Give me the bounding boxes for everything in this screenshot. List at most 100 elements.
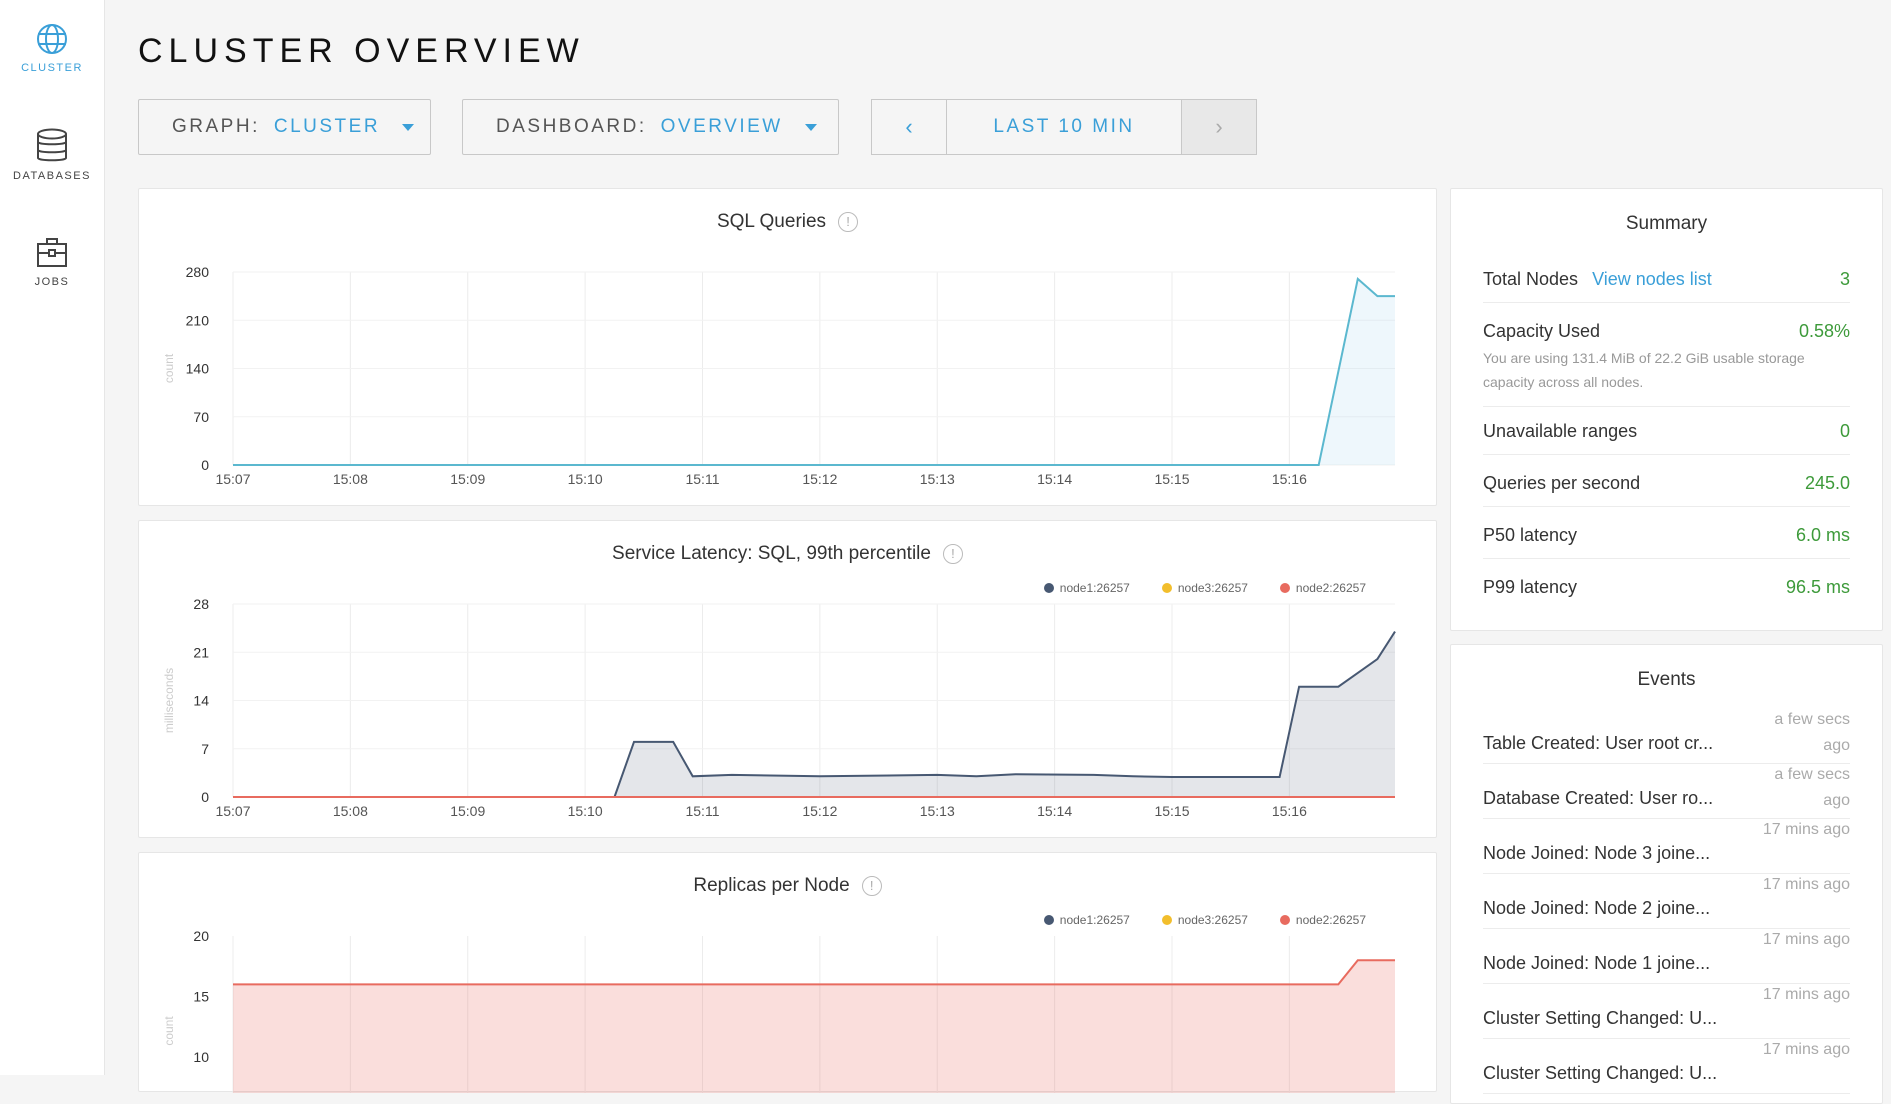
x-tick-label: 15:14 (1037, 471, 1072, 487)
legend-label: node1:26257 (1059, 913, 1130, 927)
x-tick-label: 15:14 (1037, 803, 1072, 819)
x-tick-label: 15:13 (920, 471, 955, 487)
summary-value: 6.0 ms (1795, 525, 1850, 545)
time-next-button[interactable]: › (1182, 99, 1257, 155)
x-tick-label: 15:07 (215, 803, 250, 819)
sidebar-item-databases[interactable]: DATABASES (0, 128, 104, 182)
x-tick-label: 15:16 (1272, 471, 1307, 487)
event-item[interactable]: Node Joined: Node 3 joine... 17 mins ago (1483, 817, 1850, 874)
series-area (233, 631, 1395, 797)
chart-sql-queries: 0 70 140 210 280 count 15:07 15:08 15:09 15:10 15:… (162, 264, 1395, 487)
x-tick-label: 15:08 (333, 803, 368, 819)
event-time: a few secs ago (1774, 711, 1850, 754)
event-item[interactable]: Database Created: User ro... a few secs … (1483, 762, 1850, 819)
chevron-down-icon (402, 123, 415, 131)
series-area (233, 278, 1395, 465)
sidebar-item-jobs[interactable]: JOBS (0, 236, 104, 288)
x-tick-label: 15:10 (568, 803, 603, 819)
event-text: Node Joined: Node 3 joine... (1483, 843, 1711, 863)
event-item[interactable]: Cluster Setting Changed: U... 17 mins ag… (1483, 982, 1850, 1039)
y-tick-label: 0 (201, 789, 209, 805)
x-tick-label: 15:11 (685, 803, 719, 819)
chart-panel-sql-queries: SQL Queries ! 0 70 140 210 280 count 15:07 15:0… (138, 188, 1437, 506)
x-tick-label: 15:15 (1154, 803, 1189, 819)
summary-row-p50: P50 latency 6.0 ms (1483, 525, 1850, 559)
event-text: Database Created: User ro... (1483, 788, 1714, 808)
y-tick-label: 280 (186, 264, 210, 280)
x-tick-label: 15:08 (333, 471, 368, 487)
event-text: Cluster Setting Changed: U... (1483, 1063, 1718, 1083)
graph-dropdown[interactable]: GRAPH: CLUSTER (138, 99, 431, 155)
info-icon[interactable]: ! (838, 212, 859, 232)
event-text: Node Joined: Node 1 joine... (1483, 953, 1711, 973)
y-tick-label: 10 (193, 1049, 209, 1065)
legend-item: node2:26257 (1279, 913, 1366, 927)
summary-value: 245.0 (1804, 473, 1850, 493)
y-tick-label: 70 (193, 409, 209, 425)
y-tick-label: 0 (201, 457, 209, 473)
legend-item: node1:26257 (1043, 913, 1130, 927)
x-tick-label: 15:12 (802, 471, 837, 487)
capacity-description: You are using 131.4 MiB of 22.2 GiB usab… (1483, 350, 1805, 390)
event-item[interactable]: Table Created: User root cr... a few sec… (1483, 707, 1850, 764)
time-prev-button[interactable]: ‹ (871, 99, 947, 155)
chart-title: Replicas per Node (693, 875, 850, 896)
event-time: 17 mins ago (1762, 876, 1850, 893)
legend-item: node1:26257 (1043, 581, 1130, 595)
briefcase-icon (0, 236, 104, 270)
event-item[interactable]: Node Joined: Node 1 joine... 17 mins ago (1483, 927, 1850, 984)
summary-label: Unavailable ranges (1483, 421, 1638, 441)
time-range-label[interactable]: LAST 10 MIN (947, 99, 1182, 155)
legend-label: node3:26257 (1177, 913, 1248, 927)
event-text: Cluster Setting Changed: U... (1483, 1008, 1718, 1028)
dashboard-dropdown-value: OVERVIEW (660, 116, 783, 137)
events-panel: Events Table Created: User root cr... a … (1450, 644, 1883, 1104)
graph-dropdown-label: GRAPH: (172, 116, 260, 137)
x-tick-label: 15:09 (450, 471, 485, 487)
y-axis-label: count (162, 353, 176, 383)
event-item[interactable]: Cluster Setting Changed: U... 17 mins ag… (1483, 1037, 1850, 1094)
legend-item: node3:26257 (1161, 581, 1248, 595)
sidebar-item-label: JOBS (34, 276, 70, 288)
event-time: a few secs ago (1774, 766, 1850, 809)
chart-title: SQL Queries (716, 211, 827, 232)
summary-value: 0.58% (1798, 321, 1850, 341)
y-tick-label: 15 (193, 989, 209, 1005)
view-nodes-link[interactable]: View nodes list (1592, 269, 1712, 289)
y-tick-label: 20 (193, 928, 209, 944)
summary-row-capacity: Capacity Used 0.58% You are using 131.4 … (1483, 321, 1850, 407)
event-text: Node Joined: Node 2 joine... (1483, 898, 1711, 918)
info-icon[interactable]: ! (942, 544, 963, 564)
dashboard-dropdown[interactable]: DASHBOARD: OVERVIEW (462, 99, 839, 155)
series-line (233, 631, 1396, 798)
y-tick-label: 210 (186, 312, 210, 328)
summary-label: Queries per second (1483, 473, 1641, 493)
summary-label: Total Nodes (1483, 269, 1579, 289)
x-tick-label: 15:10 (568, 471, 603, 487)
x-tick-label: 15:15 (1154, 471, 1189, 487)
summary-row-total-nodes: Total Nodes View nodes list 3 (1483, 269, 1850, 303)
x-tick-label: 15:09 (450, 803, 485, 819)
series-area (233, 960, 1395, 1093)
time-range-control: ‹ LAST 10 MIN › (871, 99, 1257, 155)
x-tick-label: 15:07 (215, 471, 250, 487)
chart-title: Service Latency: SQL, 99th percentile (612, 543, 931, 564)
summary-value: 96.5 ms (1785, 577, 1850, 597)
info-icon[interactable]: ! (861, 876, 882, 896)
dashboard-dropdown-label: DASHBOARD: (496, 116, 647, 137)
series-line (233, 959, 1395, 986)
x-tick-label: 15:11 (685, 471, 719, 487)
event-item[interactable]: Node Joined: Node 2 joine... 17 mins ago (1483, 872, 1850, 929)
event-time: 17 mins ago (1762, 821, 1850, 838)
legend-label: node3:26257 (1177, 581, 1248, 595)
summary-label: Capacity Used (1483, 321, 1601, 341)
sidebar-item-cluster[interactable]: CLUSTER (0, 22, 104, 74)
summary-row-p99: P99 latency 96.5 ms (1483, 577, 1850, 610)
series-line (233, 277, 1395, 466)
graph-dropdown-value: CLUSTER (273, 116, 381, 137)
y-tick-label: 21 (193, 644, 209, 660)
legend-label: node2:26257 (1295, 581, 1366, 595)
summary-row-qps: Queries per second 245.0 (1483, 473, 1850, 507)
y-axis-label: milliseconds (162, 668, 176, 733)
chart-panel-replicas: Replicas per Node ! node1:26257 node3:26… (138, 852, 1437, 1093)
